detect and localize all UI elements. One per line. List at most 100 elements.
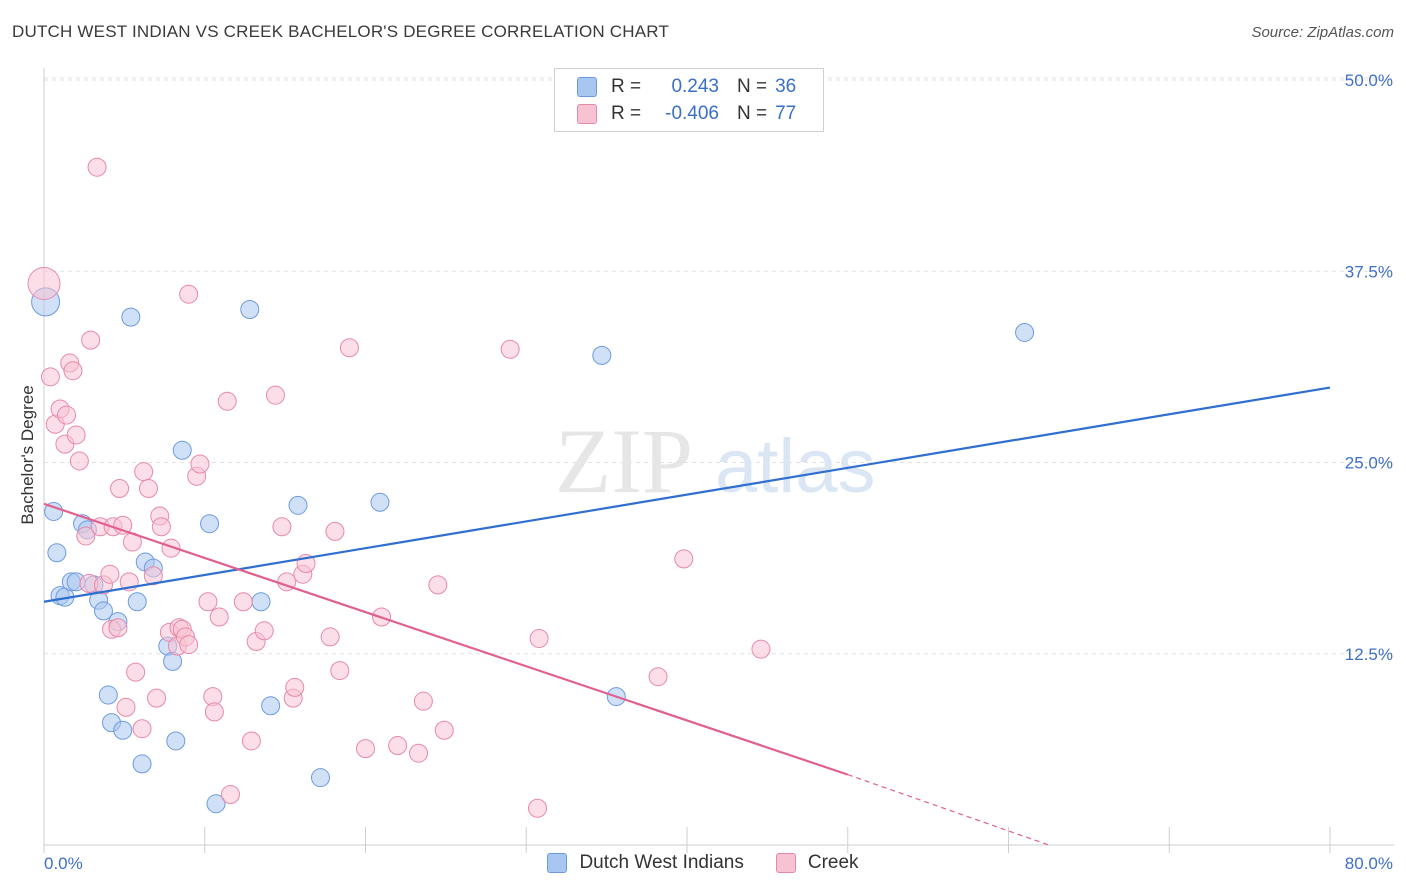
point-creek	[529, 628, 549, 648]
trend-line-creek-extension	[847, 774, 1049, 846]
point-creek	[69, 451, 89, 471]
point-creek	[161, 538, 181, 558]
point-dutch-west-indians	[127, 592, 147, 612]
point-creek	[151, 517, 171, 537]
point-creek	[434, 720, 454, 740]
point-dutch-west-indians	[44, 501, 64, 521]
point-dutch-west-indians	[200, 514, 220, 534]
legend-r-value: -0.406	[665, 103, 719, 124]
point-dutch-west-indians	[93, 601, 113, 621]
legend-n-value: 36	[775, 76, 797, 97]
point-dutch-west-indians	[166, 731, 186, 751]
legend-r-value: 0.243	[671, 76, 719, 97]
legend-r-label: R =	[611, 103, 642, 124]
point-dutch-west-indians	[172, 440, 192, 460]
point-creek	[254, 621, 274, 641]
point-creek	[204, 702, 224, 722]
point-creek	[63, 361, 83, 381]
point-creek	[87, 157, 107, 177]
point-creek	[108, 618, 128, 638]
point-creek	[217, 391, 237, 411]
data-points	[27, 157, 1035, 818]
axis-labels: 12.5% 25.0% 37.5% 50.0% 0.0% 80.0% Bachelor's …	[18, 71, 1393, 873]
point-creek	[500, 339, 520, 359]
watermark-atlas: atlas	[715, 424, 876, 509]
point-creek	[233, 592, 253, 612]
point-dutch-west-indians	[261, 696, 281, 716]
point-dutch-west-indians	[240, 300, 260, 319]
point-creek	[57, 405, 77, 425]
x-tick-label-max: 80.0%	[1345, 854, 1393, 873]
point-creek	[179, 284, 199, 304]
point-creek	[100, 564, 120, 584]
point-dutch-west-indians	[310, 768, 330, 788]
point-creek	[198, 592, 218, 612]
y-axis-title: Bachelor's Degree	[18, 385, 37, 524]
series-label-creek: Creek	[807, 852, 859, 873]
legend-row-creek: R = -0.406 N = 77	[577, 101, 796, 127]
point-creek	[528, 798, 548, 818]
series-legend-creek: Creek	[775, 852, 859, 874]
point-creek	[356, 739, 375, 759]
point-creek	[110, 479, 130, 499]
series-legend-dutch: Dutch West Indians	[547, 852, 744, 874]
y-tick-label: 50.0%	[1345, 71, 1393, 90]
trend-line-dutch-west-indians	[43, 386, 1331, 603]
point-creek	[428, 575, 448, 595]
point-dutch-west-indians	[592, 345, 612, 365]
point-dutch-west-indians	[370, 492, 390, 512]
point-creek	[751, 639, 771, 659]
point-creek	[413, 691, 433, 711]
legend-swatch-dutch	[577, 77, 597, 97]
point-creek	[147, 688, 167, 708]
chart-title: DUTCH WEST INDIAN VS CREEK BACHELOR'S DE…	[12, 22, 670, 41]
point-creek	[116, 697, 136, 717]
x-tick-label-min: 0.0%	[44, 854, 83, 873]
y-tick-label: 25.0%	[1345, 454, 1393, 473]
watermark-zip: ZIP	[555, 410, 693, 512]
point-creek	[66, 425, 86, 445]
trend-line-creek	[43, 502, 849, 776]
point-creek	[179, 635, 199, 655]
watermark: ZIP atlas	[555, 410, 876, 512]
point-creek	[241, 731, 261, 751]
point-creek	[674, 549, 694, 569]
y-tick-label: 37.5%	[1345, 262, 1393, 281]
point-creek	[132, 719, 152, 739]
point-dutch-west-indians	[206, 794, 226, 814]
point-creek	[134, 462, 154, 482]
point-creek	[138, 479, 158, 499]
point-creek	[27, 266, 61, 300]
point-creek	[143, 566, 163, 586]
point-creek	[325, 521, 345, 541]
point-dutch-west-indians	[132, 754, 152, 774]
legend-r-label: R =	[611, 76, 642, 97]
y-tick-label: 12.5%	[1345, 645, 1393, 664]
trend-lines	[43, 386, 1331, 846]
point-creek	[209, 607, 229, 627]
point-creek	[76, 526, 96, 546]
series-swatch-creek	[775, 853, 796, 873]
axes	[43, 68, 1394, 853]
point-dutch-west-indians	[121, 307, 141, 327]
point-creek	[126, 662, 146, 682]
legend-n-value: 77	[775, 103, 797, 124]
series-legend: Dutch West Indians Creek	[0, 852, 1406, 874]
source-label: Source: ZipAtlas.com	[1251, 24, 1394, 41]
point-creek	[190, 454, 210, 474]
point-creek	[81, 330, 101, 350]
point-creek	[40, 367, 60, 387]
point-creek	[272, 517, 292, 537]
point-dutch-west-indians	[288, 495, 308, 515]
legend-n-label: N =	[737, 103, 768, 124]
point-creek	[648, 667, 668, 687]
point-creek	[388, 736, 408, 756]
series-swatch-dutch	[547, 853, 568, 873]
point-creek	[285, 677, 305, 697]
legend-row-dutch: R = 0.243 N = 36	[577, 74, 796, 100]
point-creek	[339, 338, 359, 358]
point-dutch-west-indians	[113, 720, 133, 740]
point-creek	[409, 743, 429, 763]
point-dutch-west-indians	[98, 685, 118, 705]
